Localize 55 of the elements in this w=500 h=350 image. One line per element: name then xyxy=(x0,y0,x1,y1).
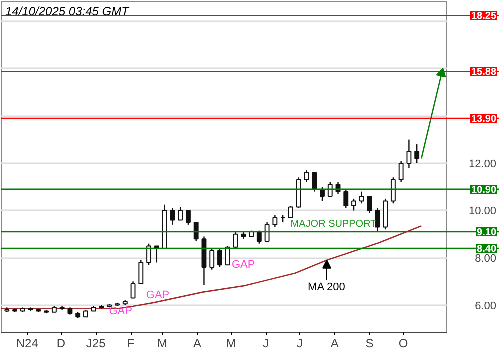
y-tick-label: 6.00 xyxy=(475,300,497,312)
candlestick xyxy=(233,231,238,250)
x-tick-label: A xyxy=(330,336,339,350)
candlestick xyxy=(328,182,333,198)
ref-line-label: 8.40 xyxy=(477,244,497,256)
annotation: GAP xyxy=(146,290,170,302)
x-tick-label: N24 xyxy=(16,336,39,350)
candlestick xyxy=(288,205,294,218)
candlestick xyxy=(272,214,278,228)
y-tick-label: 8.00 xyxy=(475,253,497,266)
x-tick-label: J25 xyxy=(86,336,106,350)
candlestick xyxy=(146,243,152,266)
candlestick xyxy=(367,196,372,214)
candlestick xyxy=(225,246,230,266)
candlestick xyxy=(178,206,184,221)
candlestick xyxy=(406,139,412,169)
annotation: MA 200 xyxy=(308,282,346,294)
x-tick-label: J xyxy=(263,336,270,350)
x-tick-label: O xyxy=(398,336,408,350)
candlestick xyxy=(320,186,325,202)
candlestick xyxy=(344,188,349,209)
x-tick-label: F xyxy=(127,336,135,350)
candlestick xyxy=(352,198,356,212)
x-tick-label: J xyxy=(296,336,303,350)
candlestick xyxy=(304,170,310,183)
ref-line-label: 18.25 xyxy=(471,11,497,22)
candlestick xyxy=(414,144,420,164)
ref-line-label: 15.88 xyxy=(471,67,497,78)
candlestick xyxy=(210,248,215,270)
candlestick xyxy=(138,260,144,285)
candlestick xyxy=(359,191,364,204)
candlestick xyxy=(264,222,270,242)
candlestick xyxy=(130,281,136,299)
candlestick xyxy=(390,177,396,204)
candlestick xyxy=(194,222,199,242)
candlestick xyxy=(312,172,318,192)
y-tick-label: 10.00 xyxy=(468,206,497,218)
x-tick-label: M xyxy=(158,336,168,350)
candlestick xyxy=(398,160,404,183)
ref-line-label: 13.90 xyxy=(471,114,497,126)
ref-line-label: 9.10 xyxy=(477,228,497,239)
x-tick-label: M xyxy=(226,336,236,350)
candlestick xyxy=(375,208,380,233)
x-tick-label: D xyxy=(56,336,66,350)
candlestick xyxy=(256,230,262,244)
candlestick xyxy=(218,248,222,268)
x-tick-label: A xyxy=(193,336,202,350)
x-tick-label: S xyxy=(366,336,374,350)
annotation: GAP xyxy=(232,259,256,272)
y-tick-label: 12.00 xyxy=(468,158,497,170)
annotation: GAP xyxy=(109,305,132,318)
ref-line-label: 10.90 xyxy=(471,184,497,196)
candlestick xyxy=(186,210,191,226)
chart-title: 14/10/2025 03:45 GMT xyxy=(6,4,131,18)
candlestick xyxy=(170,208,176,226)
